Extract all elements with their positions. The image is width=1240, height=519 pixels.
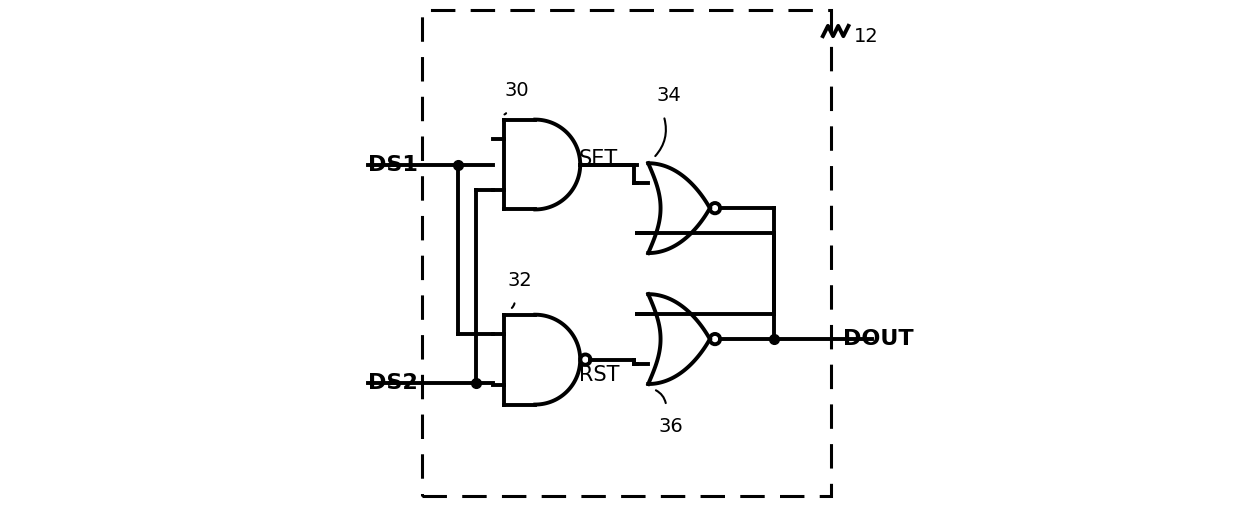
Bar (423, 10, 831, 496)
Text: DOUT: DOUT (843, 329, 914, 349)
Text: DS1: DS1 (368, 155, 418, 174)
Text: 12: 12 (853, 26, 878, 46)
Text: 30: 30 (505, 80, 529, 100)
Text: DS2: DS2 (368, 373, 418, 393)
Text: SET: SET (579, 149, 619, 169)
Text: 34: 34 (656, 86, 681, 105)
Text: RST: RST (579, 365, 620, 385)
Text: 32: 32 (507, 270, 532, 290)
Text: 36: 36 (658, 417, 683, 436)
